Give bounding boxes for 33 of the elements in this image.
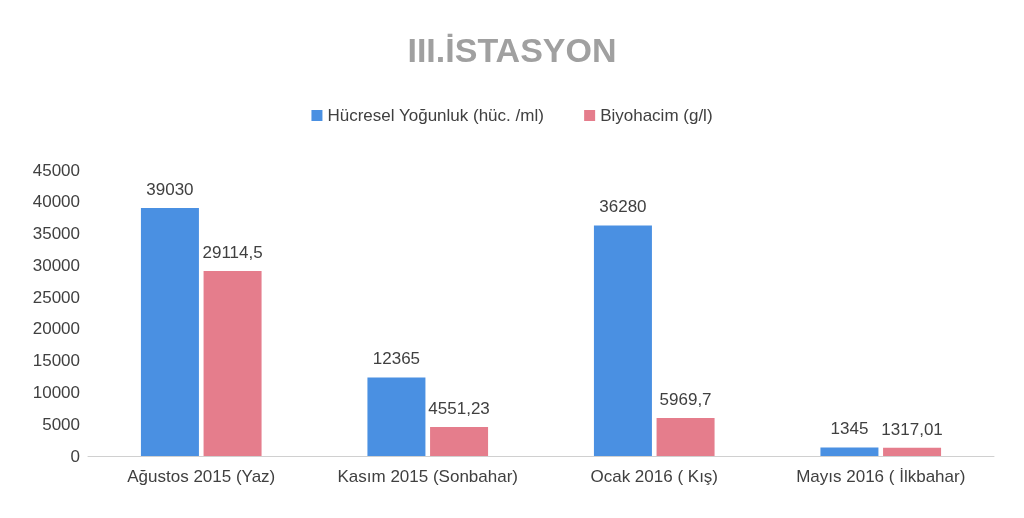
y-tick-label: 30000: [32, 255, 80, 275]
x-tick-label: Kasım 2015 (Sonbahar): [337, 467, 518, 486]
y-tick-label: 5000: [42, 414, 80, 434]
bar: [430, 427, 489, 456]
legend-label: Biyohacim (g/l): [600, 106, 713, 125]
x-tick-label: Ağustos 2015 (Yaz): [127, 467, 276, 486]
bar: [367, 377, 426, 456]
y-tick-label: 40000: [32, 192, 80, 212]
data-label: 29114,5: [202, 242, 263, 262]
bar: [593, 225, 652, 456]
y-tick-label: 0: [70, 446, 80, 466]
x-tick-label: Mayıs 2016 ( İlkbahar): [796, 467, 966, 486]
legend-label: Hücresel Yoğunluk (hüc. /ml): [327, 106, 544, 125]
bar: [820, 447, 879, 456]
x-tick-label: Ocak 2016 ( Kış): [590, 467, 719, 486]
data-label: 36280: [599, 197, 647, 217]
y-tick-label: 35000: [32, 224, 80, 244]
data-label: 5969,7: [659, 390, 712, 410]
y-tick-label: 10000: [32, 382, 80, 402]
y-tick-label: 45000: [32, 160, 80, 180]
chart-title: III.İSTASYON: [407, 31, 617, 69]
data-label: 1317,01: [881, 419, 943, 439]
bar: [140, 207, 199, 456]
y-tick-label: 20000: [32, 319, 80, 339]
bar: [656, 418, 715, 456]
data-label: 4551,23: [428, 399, 490, 419]
y-tick-label: 25000: [32, 287, 80, 307]
bar: [203, 270, 262, 456]
data-label: 12365: [372, 349, 421, 369]
data-label: 1345: [830, 419, 869, 439]
bar: [883, 447, 942, 456]
data-label: 39030: [146, 179, 194, 199]
y-tick-label: 15000: [32, 351, 80, 371]
